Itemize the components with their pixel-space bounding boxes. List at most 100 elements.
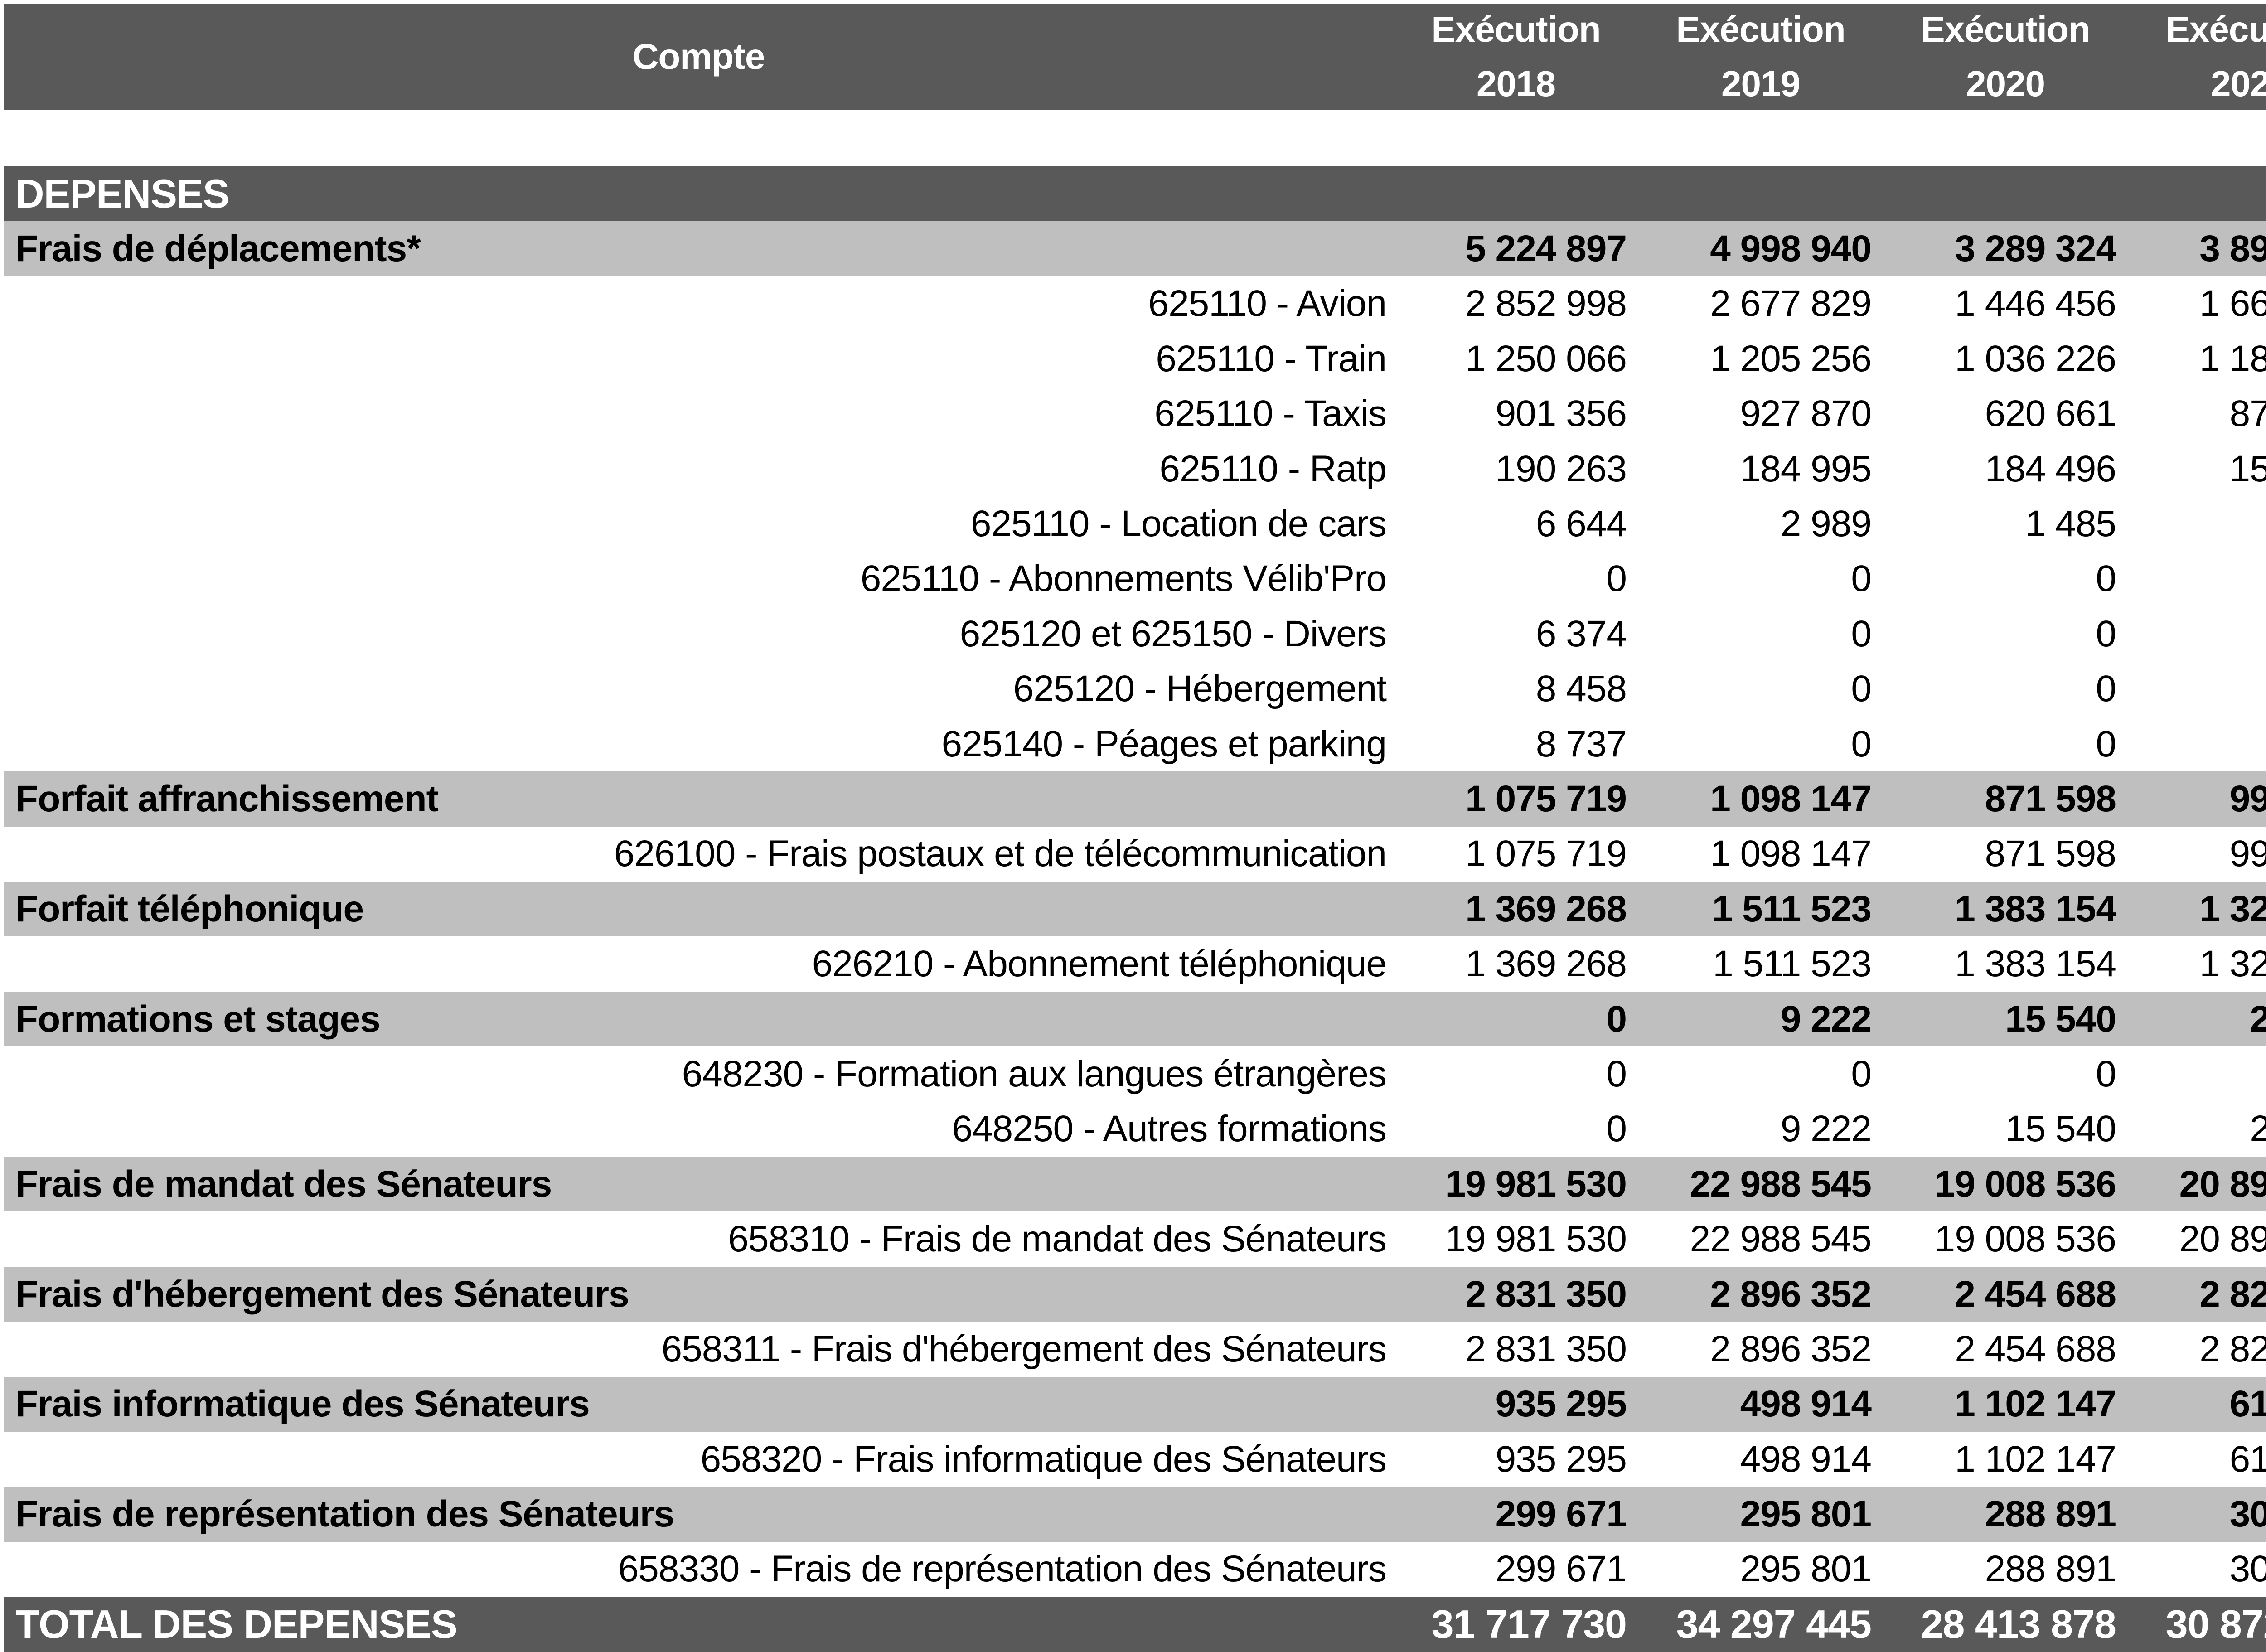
- row-value-2018: 2 831 350: [1465, 1273, 1627, 1315]
- row-value-2018: 190 263: [1495, 448, 1627, 489]
- row-value-2019: 0: [1851, 613, 1872, 654]
- row-value-2019: 2 896 352: [1710, 1328, 1872, 1370]
- row-value-2021: 20 000: [2250, 998, 2266, 1040]
- row-label: 626100 - Frais postaux et de télécommuni…: [614, 833, 1387, 875]
- row-value-2021: 30 872 812: [2165, 1601, 2266, 1647]
- row-value-2019: 927 870: [1740, 393, 1872, 435]
- row-value-2019: 1 205 256: [1710, 338, 1872, 379]
- table-row: 625110 - Location de cars 6 644 2 989 1 485…: [4, 496, 2266, 552]
- table-row: 658330 - Frais de représentation des Sén…: [4, 1541, 2266, 1597]
- row-value-2020: 3 289 324: [1955, 228, 2116, 270]
- row-value-2021: 613 253: [2229, 1438, 2266, 1480]
- row-value-2018: 1 369 268: [1465, 888, 1627, 930]
- row-value-2018: 19 981 530: [1445, 1163, 1627, 1205]
- row-value-2018: 299 671: [1495, 1548, 1627, 1590]
- row-label: 625110 - Train: [1156, 338, 1387, 379]
- row-value-2020: 19 008 536: [1934, 1163, 2116, 1205]
- table-header-row: Compte Exécution 2018 Exécution 2019 Exécuti…: [4, 4, 2266, 110]
- table-row: 625110 - Avion 2 852 998 2 677 829 1 446 45…: [4, 276, 2266, 332]
- row-value-2021: 613 253: [2229, 1383, 2266, 1425]
- table-row: 625110 - Taxis 901 356 927 870 620 661 878 0…: [4, 386, 2266, 441]
- row-label: 648230 - Formation aux langues étrangère…: [682, 1053, 1387, 1095]
- table-row: Forfait affranchissement 1 075 719 1 098 1…: [4, 771, 2266, 827]
- row-label: Forfait téléphonique: [15, 888, 364, 930]
- row-value-2021: 303 573: [2229, 1548, 2266, 1590]
- row-value-2019: 498 914: [1740, 1383, 1872, 1425]
- row-value-2021: 20 000: [2250, 1108, 2266, 1150]
- row-value-2020: 620 661: [1985, 393, 2116, 435]
- row-value-2021: 0: [2128, 557, 2266, 600]
- row-value-2021: 0: [2128, 1053, 2266, 1095]
- row-value-2020: 1 383 154: [1955, 888, 2116, 930]
- row-value-2019: 22 988 545: [1690, 1218, 1872, 1260]
- row-value-2021: 878 098: [2229, 393, 2266, 435]
- row-label: TOTAL DES DEPENSES: [15, 1601, 458, 1647]
- header-execution-year: 2019: [1721, 63, 1801, 104]
- row-value-2020: 0: [2096, 723, 2116, 765]
- row-value-2021: 1 324 014: [2199, 943, 2266, 985]
- row-label: 625110 - Avion: [1148, 283, 1387, 325]
- row-value-2020: 871 598: [1985, 833, 2116, 875]
- row-value-2020: 0: [2096, 613, 2116, 654]
- table-row: 626100 - Frais postaux et de télécommuni…: [4, 826, 2266, 882]
- row-label: Forfait affranchissement: [15, 778, 439, 819]
- row-label: 658320 - Frais informatique des Sénateur…: [700, 1438, 1387, 1480]
- row-value-2020: 1 446 456: [1955, 283, 2116, 325]
- row-value-2019: 0: [1851, 558, 1872, 600]
- table-body: DEPENSES Frais de déplacements* 5 224 897 4…: [4, 166, 2266, 1652]
- row-value-2021: 1 463: [2128, 503, 2266, 545]
- row-label: Formations et stages: [15, 998, 381, 1040]
- row-value-2020: 1 383 154: [1955, 943, 2116, 985]
- header-execution-2020: Exécution 2020: [1883, 4, 2128, 110]
- row-value-2021: 2 820 300: [2199, 1273, 2266, 1315]
- row-value-2018: 1 075 719: [1465, 778, 1627, 819]
- expense-table: Compte Exécution 2018 Exécution 2019 Exécuti…: [4, 4, 2266, 1652]
- row-value-2021: 2 820 300: [2199, 1328, 2266, 1370]
- row-value-2020: 288 891: [1985, 1548, 2116, 1590]
- header-execution-2018: Exécution 2018: [1394, 4, 1638, 110]
- header-gap: [4, 110, 2266, 166]
- row-value-2019: 1 511 523: [1713, 943, 1872, 985]
- row-value-2019: 9 222: [1780, 998, 1872, 1040]
- row-value-2020: 1 036 226: [1955, 338, 2116, 379]
- row-label: 625140 - Péages et parking: [941, 723, 1387, 765]
- row-value-2021: 303 573: [2229, 1493, 2266, 1535]
- row-value-2021: 3 894 235: [2199, 228, 2266, 270]
- row-value-2020: 871 598: [1985, 778, 2116, 819]
- table-row: Frais informatique des Sénateurs 935 295 4…: [4, 1376, 2266, 1432]
- row-value-2020: 28 413 878: [1921, 1601, 2116, 1647]
- row-value-2019: 4 998 940: [1710, 228, 1872, 270]
- row-label: 658310 - Frais de mandat des Sénateurs: [728, 1218, 1387, 1260]
- header-execution-line1: Exécution: [2165, 9, 2266, 49]
- row-value-2019: 1 098 147: [1710, 778, 1872, 819]
- row-value-2020: 1 102 147: [1955, 1383, 2116, 1425]
- row-value-2019: 9 222: [1780, 1108, 1872, 1150]
- row-value-2020: 15 540: [2005, 998, 2116, 1040]
- row-value-2018: 1 369 268: [1465, 943, 1627, 985]
- row-value-2020: 1 102 147: [1955, 1438, 2116, 1480]
- table-row: Frais de représentation des Sénateurs 299…: [4, 1487, 2266, 1542]
- row-value-2019: 34 297 445: [1676, 1601, 1872, 1647]
- table-row: 658311 - Frais d'hébergement des Sénateu…: [4, 1322, 2266, 1377]
- row-value-2018: 0: [1606, 558, 1627, 600]
- row-value-2019: 2 677 829: [1710, 283, 1872, 325]
- row-label: Frais de mandat des Sénateurs: [15, 1163, 552, 1205]
- row-value-2021: 20 898 679: [2179, 1163, 2266, 1205]
- row-value-2018: 8 458: [1535, 668, 1627, 710]
- row-label: 625110 - Abonnements Vélib'Pro: [860, 558, 1387, 600]
- row-value-2020: 0: [2096, 668, 2116, 710]
- table-row: 625110 - Train 1 250 066 1 205 256 1 036 22…: [4, 331, 2266, 387]
- row-value-2018: 2 852 998: [1465, 283, 1627, 325]
- table-row: 648250 - Autres formations 0 9 222 15 540 20…: [4, 1101, 2266, 1157]
- header-execution-line1: Exécution: [1921, 9, 2090, 49]
- table-row: 658310 - Frais de mandat des Sénateurs 19…: [4, 1211, 2266, 1267]
- row-value-2018: 19 981 530: [1445, 1218, 1627, 1260]
- row-value-2019: 0: [1851, 723, 1872, 765]
- row-label: 625110 - Taxis: [1154, 393, 1387, 435]
- row-value-2021: 0: [2128, 668, 2266, 710]
- row-value-2019: 0: [1851, 668, 1872, 710]
- row-value-2019: 498 914: [1740, 1438, 1872, 1480]
